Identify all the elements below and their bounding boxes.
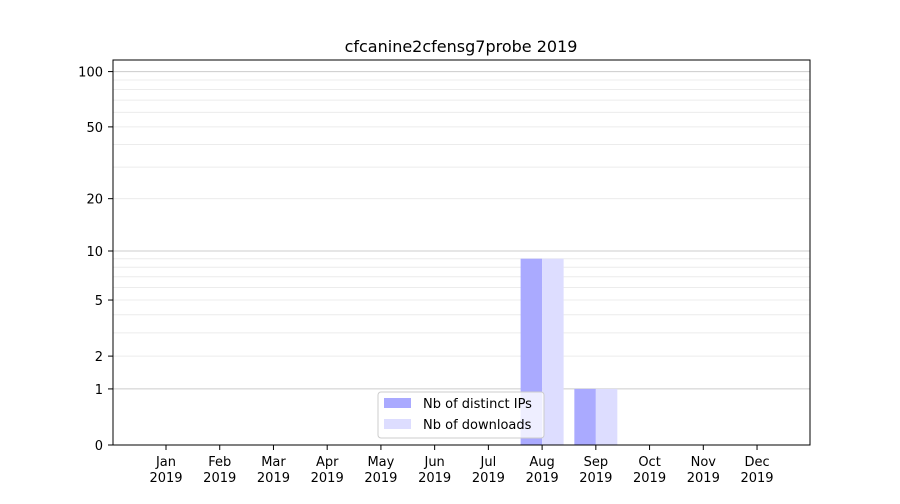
y-tick-label: 10 [86,245,103,260]
grid [113,71,810,390]
y-axis: 0 1 2 5 10 20 50 100 [78,66,113,454]
x-tick-label: Jan 2019 [149,455,182,486]
bar-downloads [595,388,618,445]
legend-label: Nb of downloads [423,418,532,433]
x-tick-label: Aug 2019 [526,455,559,486]
y-tick-label: 100 [78,66,103,81]
y-tick-label: 20 [86,193,103,208]
y-tick-label: 1 [95,383,103,398]
x-tick-label: Jun 2019 [418,455,451,486]
x-tick-label: Mar 2019 [257,455,290,486]
bar-distinct-ips [574,388,596,445]
x-tick-label: Nov 2019 [687,455,720,486]
y-tick-label: 5 [95,294,103,309]
x-tick-label: Jul 2019 [472,455,505,486]
x-tick-label: Sep 2019 [579,455,612,486]
y-tick-label: 0 [95,439,103,454]
x-tick-label: Oct 2019 [633,455,666,486]
legend: Nb of distinct IPs Nb of downloads [377,391,545,439]
bar-downloads [542,258,564,445]
legend-box [377,391,545,439]
legend-swatch [384,398,411,408]
y-tick-label: 50 [86,121,103,136]
x-tick-label: Dec 2019 [740,455,773,486]
y-tick-label: 2 [95,350,103,365]
legend-swatch [384,419,411,429]
chart-title: cfcanine2cfensg7probe 2019 [345,37,578,56]
x-tick-label: Apr 2019 [311,455,344,486]
x-axis: Jan 2019 Feb 2019 Mar 2019 Apr 2019 May 2019 Jun 20… [149,445,774,486]
legend-label: Nb of distinct IPs [423,397,532,412]
x-tick-label: Feb 2019 [203,455,236,486]
x-tick-label: May 2019 [364,455,397,486]
plot-frame [112,59,811,446]
